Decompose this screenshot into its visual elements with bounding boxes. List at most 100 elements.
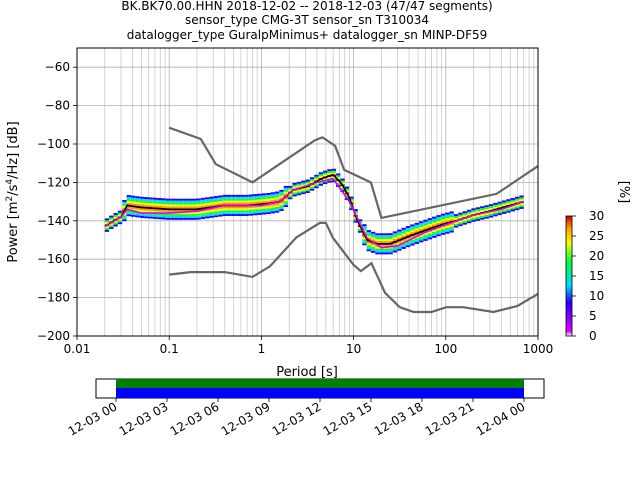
histogram-cell bbox=[178, 200, 184, 203]
histogram-cell bbox=[432, 230, 437, 233]
histogram-cell bbox=[161, 213, 166, 216]
histogram-cell bbox=[327, 176, 332, 179]
histogram-cell bbox=[165, 217, 171, 220]
histogram-cell bbox=[183, 200, 188, 203]
histogram-cell bbox=[178, 217, 184, 220]
histogram-cell bbox=[471, 216, 476, 218]
histogram-cell bbox=[152, 197, 158, 200]
histogram-cell bbox=[122, 201, 127, 204]
x-tick-label: 1000 bbox=[523, 342, 554, 356]
histogram-cell bbox=[209, 215, 214, 218]
histogram-cell bbox=[414, 242, 419, 244]
histogram-cell bbox=[279, 193, 284, 196]
histogram-cell bbox=[152, 213, 158, 215]
histogram-cell bbox=[226, 208, 232, 211]
histogram-cell bbox=[449, 222, 454, 225]
histogram-cell bbox=[270, 211, 275, 214]
histogram-cell bbox=[366, 235, 371, 238]
histogram-cell bbox=[213, 207, 219, 210]
histogram-cell bbox=[170, 200, 175, 203]
histogram-cell bbox=[170, 206, 175, 209]
histogram-cell bbox=[152, 209, 158, 212]
histogram-cell bbox=[235, 202, 241, 205]
histogram-cell bbox=[379, 235, 385, 238]
x-axis-ticks: 0.01 0.1 1 10 100 1000 bbox=[64, 336, 554, 356]
histogram-cell bbox=[436, 217, 441, 219]
histogram-cell bbox=[353, 211, 358, 213]
histogram-cell bbox=[244, 210, 249, 213]
histogram-cell bbox=[384, 237, 389, 240]
histogram-cell bbox=[296, 181, 302, 184]
histogram-cell bbox=[480, 206, 485, 209]
histogram-cell bbox=[349, 196, 354, 199]
histogram-cell bbox=[410, 232, 415, 235]
coverage-green-bar bbox=[116, 379, 524, 388]
y-tick-label: −80 bbox=[45, 99, 70, 113]
colorbar-tick-label: 0 bbox=[589, 329, 597, 343]
histogram-cell bbox=[205, 204, 210, 207]
histogram-cell bbox=[165, 202, 171, 205]
histogram-cell bbox=[384, 244, 389, 247]
histogram-cell bbox=[458, 216, 463, 219]
histogram-cell bbox=[126, 212, 131, 215]
histogram-cell bbox=[222, 212, 227, 215]
histogram-cell bbox=[449, 226, 454, 229]
title-line-1: BK.BK70.00.HHN 2018-12-02 -- 2018-12-03 … bbox=[121, 0, 492, 13]
histogram-cell bbox=[126, 198, 131, 201]
histogram-cell bbox=[336, 175, 341, 178]
histogram-cell bbox=[135, 200, 140, 203]
histogram-cell bbox=[213, 203, 219, 206]
histogram-cell bbox=[248, 211, 254, 214]
histogram-cell bbox=[366, 243, 371, 246]
histogram-cell bbox=[178, 212, 184, 215]
histogram-cell bbox=[196, 217, 201, 220]
histogram-cell bbox=[235, 210, 241, 213]
histogram-cell bbox=[405, 245, 411, 248]
histogram-cell bbox=[248, 213, 254, 216]
histogram-cell bbox=[161, 215, 166, 218]
histogram-cell bbox=[453, 221, 459, 224]
histogram-cell bbox=[497, 203, 502, 206]
histogram-cell bbox=[379, 244, 385, 247]
histogram-cell bbox=[384, 248, 389, 251]
histogram-cell bbox=[157, 213, 162, 216]
histogram-cell bbox=[283, 203, 289, 206]
histogram-cell bbox=[218, 210, 223, 213]
histogram-cell bbox=[362, 228, 367, 230]
histogram-cell bbox=[288, 193, 293, 196]
histogram-cell bbox=[205, 212, 210, 215]
histogram-cell bbox=[453, 217, 459, 220]
histogram-cell bbox=[331, 176, 337, 179]
histogram-cell bbox=[375, 250, 380, 253]
histogram-cell bbox=[405, 229, 411, 232]
histogram-cell bbox=[113, 220, 118, 223]
coverage-tick-label: 12-03 18 bbox=[372, 399, 426, 438]
histogram-cell bbox=[405, 243, 411, 246]
histogram-cell bbox=[488, 206, 494, 208]
histogram-cell bbox=[244, 196, 249, 199]
histogram-cell bbox=[174, 214, 179, 216]
histogram-cell bbox=[423, 237, 428, 239]
histogram-cell bbox=[248, 194, 254, 197]
histogram-cell bbox=[318, 172, 323, 175]
histogram-cell bbox=[257, 207, 262, 210]
histogram-cell bbox=[301, 188, 306, 191]
histogram-cell bbox=[200, 197, 206, 200]
histogram-cell bbox=[244, 206, 249, 209]
histogram-cell bbox=[226, 212, 232, 215]
histogram-cell bbox=[292, 184, 297, 187]
histogram-cell bbox=[410, 241, 415, 244]
histogram-cell bbox=[384, 240, 389, 243]
histogram-cell bbox=[135, 196, 140, 199]
histogram-cell bbox=[384, 250, 389, 253]
histogram-cell bbox=[514, 206, 520, 209]
histogram-cell bbox=[226, 194, 232, 197]
histogram-cell bbox=[152, 203, 158, 206]
histogram-cell bbox=[462, 220, 467, 223]
histogram-cell bbox=[187, 206, 193, 209]
histogram-cell bbox=[357, 230, 363, 233]
histogram-cell bbox=[152, 216, 158, 219]
histogram-cell bbox=[292, 194, 297, 197]
histogram-cell bbox=[418, 221, 424, 224]
histogram-cell bbox=[379, 250, 385, 253]
